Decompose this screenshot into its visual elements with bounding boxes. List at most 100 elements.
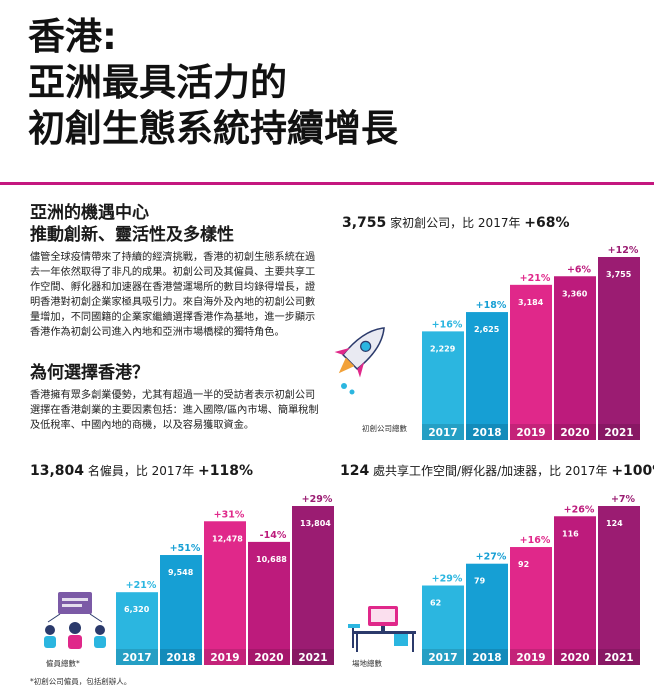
chart3-headline-change: +100% xyxy=(611,463,654,479)
title-line-2: 亞洲最具活力的 xyxy=(28,61,287,104)
chart1-bar-2017 xyxy=(422,331,464,440)
chart1-year-label-2018: 2018 xyxy=(472,427,501,439)
chart2-headline-change: +118% xyxy=(198,463,253,479)
chart1-year-label-2019: 2019 xyxy=(516,427,545,439)
title-line-1: 香港: xyxy=(28,15,117,58)
chart3-bar-2021 xyxy=(598,506,640,665)
chart3-year-label-2021: 2021 xyxy=(604,652,633,664)
chart1-value-label-2021: 3,755 xyxy=(606,270,632,279)
chart3-change-label-2018: +27% xyxy=(476,552,507,563)
chart2-value-label-2018: 9,548 xyxy=(168,568,194,577)
section1-heading-line-1: 亞洲的機遇中心 xyxy=(30,203,149,223)
chart1-value-label-2019: 3,184 xyxy=(518,298,544,307)
chart1-bar-base-2017 xyxy=(422,424,464,440)
chart3-bar-2020 xyxy=(554,516,596,665)
chart2-bar-base-2020 xyxy=(248,649,290,665)
chart2-bar-2021 xyxy=(292,506,334,665)
chart1-icon-caption: 初創公司總數 xyxy=(362,424,407,433)
chart3-value-label-2021: 124 xyxy=(606,519,623,528)
chart1-year-label-2021: 2021 xyxy=(604,427,633,439)
chart3-bar-base-2018 xyxy=(466,649,508,665)
chart1-bar-2020 xyxy=(554,276,596,440)
chart2-change-label-2021: +29% xyxy=(302,494,333,505)
chart3-change-label-2020: +26% xyxy=(564,504,595,515)
chart2-headline-text: 名僱員，比 2017年 xyxy=(84,464,199,478)
chart2-bar-base-2019 xyxy=(204,649,246,665)
chart3-change-label-2019: +16% xyxy=(520,535,551,546)
chart3-year-label-2019: 2019 xyxy=(516,652,545,664)
chart1-change-label-2019: +21% xyxy=(520,273,551,284)
chart3-value-label-2018: 79 xyxy=(474,577,486,586)
section2-heading: 為何選擇香港？ xyxy=(30,363,149,383)
chart1-bar-2019 xyxy=(510,284,552,440)
chart1-change-label-2020: +6% xyxy=(567,264,592,275)
chart2-headline-number: 13,804 xyxy=(30,463,85,479)
chart1-year-label-2017: 2017 xyxy=(428,427,457,439)
chart3-value-label-2020: 116 xyxy=(562,529,579,538)
rocket-smoke-icon xyxy=(341,383,347,389)
page-title: 香港: 亞洲最具活力的 初創生態系統持續增長 xyxy=(28,14,398,152)
chart3-bar-base-2019 xyxy=(510,649,552,665)
chart1-change-label-2018: +18% xyxy=(476,300,507,311)
chart1-headline-text: 家初創公司，比 2017年 xyxy=(386,216,525,230)
chart2-bar-base-2021 xyxy=(292,649,334,665)
chart2-value-label-2019: 12,478 xyxy=(212,534,243,543)
chart1-bar-base-2020 xyxy=(554,424,596,440)
chart2-bar-base-2018 xyxy=(160,649,202,665)
chart2-year-label-2021: 2021 xyxy=(298,652,327,664)
chart3-year-label-2017: 2017 xyxy=(428,652,457,664)
chart3-change-label-2021: +7% xyxy=(611,494,636,505)
chart3-value-label-2017: 62 xyxy=(430,599,441,608)
chart1-bar-base-2018 xyxy=(466,424,508,440)
chart2-bar-2019 xyxy=(204,521,246,665)
chart2-change-label-2017: +21% xyxy=(126,580,157,591)
footnote: *初創公司僱員，包括創辦人。 xyxy=(30,677,132,686)
chart3-bar-2018 xyxy=(466,563,508,665)
chart3-change-label-2017: +29% xyxy=(432,574,463,585)
employees-icon xyxy=(44,592,106,649)
chart2-value-label-2017: 6,320 xyxy=(124,605,150,614)
chart2-icon-caption: 僱員總數* xyxy=(46,659,80,668)
section1-paragraph: 儘管全球疫情帶來了持續的經濟挑戰，香港的初創生態系統在過去一年依然取得了非凡的成… xyxy=(30,252,316,338)
chart1-bar-2021 xyxy=(598,257,640,440)
chart1-change-label-2017: +16% xyxy=(432,319,463,330)
chart3-headline-number: 124 xyxy=(340,463,370,479)
section1-heading-line-2: 推動創新、靈活性及多樣性 xyxy=(30,225,234,245)
chart2-bar-2020 xyxy=(248,541,290,665)
chart3-headline: 124 處共享工作空間/孵化器/加速器，比 2017年 +100% xyxy=(340,462,654,479)
rocket-icon xyxy=(334,327,385,378)
chart3-value-label-2019: 92 xyxy=(518,560,529,569)
chart1-bar-base-2019 xyxy=(510,424,552,440)
chart2-value-label-2021: 13,804 xyxy=(300,519,331,528)
chart2-change-label-2018: +51% xyxy=(170,543,201,554)
chart2-bar-base-2017 xyxy=(116,649,158,665)
chart1-value-label-2017: 2,229 xyxy=(430,344,456,353)
chart2-year-label-2020: 2020 xyxy=(254,652,283,664)
chart3-bar-base-2020 xyxy=(554,649,596,665)
chart2-year-label-2019: 2019 xyxy=(210,652,239,664)
chart1-value-label-2020: 3,360 xyxy=(562,289,588,298)
title-line-3: 初創生態系統持續增長 xyxy=(28,107,398,150)
chart1-headline-number: 3,755 xyxy=(342,215,387,231)
chart3-year-label-2020: 2020 xyxy=(560,652,589,664)
title-divider xyxy=(0,182,654,185)
chart2-bar-2017 xyxy=(116,592,158,665)
chart2-year-label-2017: 2017 xyxy=(122,652,151,664)
chart3-bar-base-2021 xyxy=(598,649,640,665)
chart1-headline: 3,755 家初創公司，比 2017年 +68% xyxy=(342,214,570,231)
chart2-change-label-2020: -14% xyxy=(260,530,287,541)
chart2-value-label-2020: 10,688 xyxy=(256,555,287,564)
workspace-icon xyxy=(348,606,416,652)
chart2-headline: 13,804 名僱員，比 2017年 +118% xyxy=(30,462,253,479)
chart3-icon-caption: 場地總數 xyxy=(352,659,382,668)
chart1-bar-base-2021 xyxy=(598,424,640,440)
chart1-change-label-2021: +12% xyxy=(608,245,639,256)
chart2-year-label-2018: 2018 xyxy=(166,652,195,664)
chart3-bar-2019 xyxy=(510,547,552,665)
chart3-year-label-2018: 2018 xyxy=(472,652,501,664)
chart2-bar-2018 xyxy=(160,555,202,665)
rocket-smoke-icon xyxy=(349,389,355,395)
chart1-bar-2018 xyxy=(466,312,508,440)
